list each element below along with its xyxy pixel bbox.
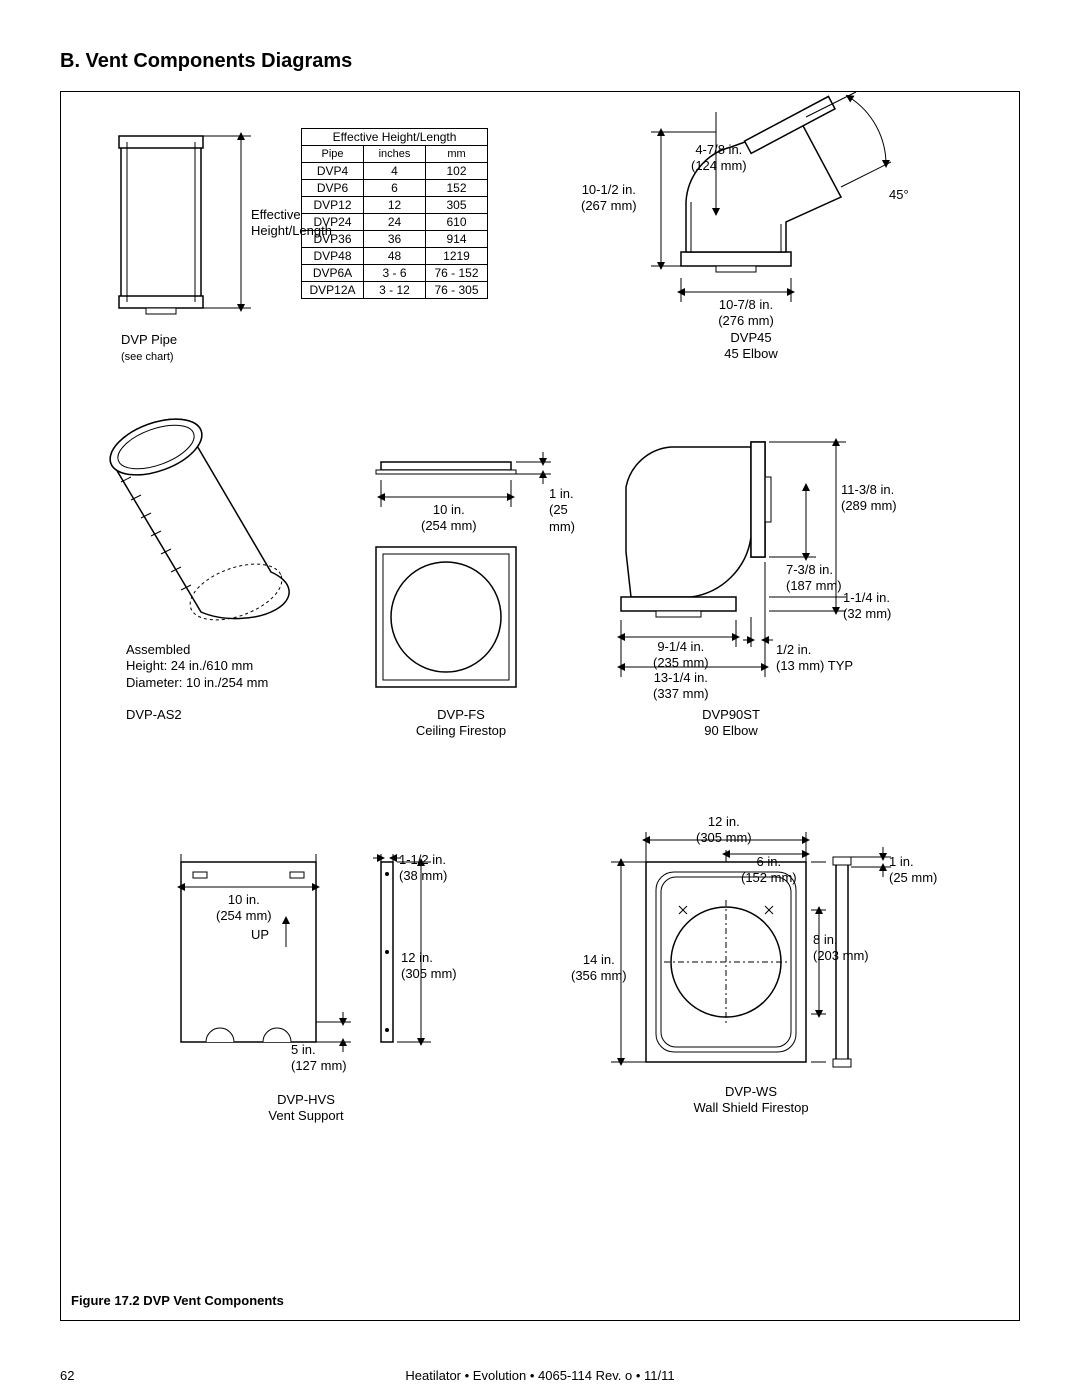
ws-title: DVP-WS bbox=[725, 1084, 777, 1099]
dvp90-h2: 7-3/8 in. (187 mm) bbox=[786, 562, 842, 595]
dvp-pipe-title: DVP Pipe bbox=[121, 332, 177, 347]
table-header: Effective Height/Length bbox=[302, 129, 488, 146]
section-title: B. Vent Components Diagrams bbox=[60, 50, 1020, 73]
footer-text: Heatilator • Evolution • 4065-114 Rev. o… bbox=[100, 1368, 980, 1383]
hvs-title: DVP-HVS bbox=[277, 1092, 335, 1107]
dvp-as2-line1: Assembled bbox=[126, 642, 190, 657]
dvp45-diagram: 10-1/2 in. (267 mm) 4-7/8 in. (124 mm) 4… bbox=[591, 102, 931, 337]
dvp-as2-diagram: Assembled Height: 24 in./610 mm Diameter… bbox=[91, 412, 291, 657]
dvp-fs-dim-d: 1 in. (25 mm) bbox=[549, 486, 575, 535]
hvs-up: UP bbox=[251, 927, 269, 943]
dvp45-subtitle: 45 Elbow bbox=[724, 346, 777, 361]
dvp-as2-title: DVP-AS2 bbox=[126, 707, 182, 722]
dvp-hvs-diagram: 10 in. (254 mm) UP 1-1/2 in. (38 mm) 12 … bbox=[151, 842, 471, 1127]
dvp90st-diagram: 11-3/8 in. (289 mm) 7-3/8 in. (187 mm) 1… bbox=[591, 432, 951, 737]
hvs-dim-cut: 5 in. (127 mm) bbox=[291, 1042, 347, 1075]
page-number: 62 bbox=[60, 1368, 100, 1383]
table-row: DVP66152 bbox=[302, 180, 488, 197]
dvp-pipe-subtitle: (see chart) bbox=[121, 351, 174, 363]
dvp-ws-diagram: 12 in. (305 mm) 6 in. (152 mm) 14 in. (3… bbox=[591, 812, 951, 1127]
dvp90-h1: 11-3/8 in. (289 mm) bbox=[841, 482, 897, 515]
table-row: DVP12A3 - 1276 - 305 bbox=[302, 282, 488, 299]
ws-subtitle: Wall Shield Firestop bbox=[693, 1100, 808, 1115]
page-footer: 62 Heatilator • Evolution • 4065-114 Rev… bbox=[60, 1368, 1020, 1383]
col-mm: mm bbox=[426, 146, 488, 163]
ws-dim-h: 14 in. (356 mm) bbox=[571, 952, 627, 985]
table-row: DVP48481219 bbox=[302, 248, 488, 265]
hvs-dim-d: 1-1/2 in. (38 mm) bbox=[399, 852, 447, 885]
dvp45-dim-h2: 4-7/8 in. (124 mm) bbox=[691, 142, 747, 175]
figure-caption: Figure 17.2 DVP Vent Components bbox=[71, 1293, 284, 1308]
dvp-fs-diagram: 10 in. (254 mm) 1 in. (25 mm) DVP-FS Cei… bbox=[351, 452, 571, 717]
diagram-frame: Effective Height/Length DVP Pipe (see ch… bbox=[60, 91, 1020, 1321]
dvp90-t1: 1-1/4 in. (32 mm) bbox=[843, 590, 891, 623]
pipe-table: Effective Height/Length Pipe inches mm D… bbox=[301, 128, 488, 299]
dvp45-dim-h1: 10-1/2 in. (267 mm) bbox=[581, 182, 637, 215]
dvp-fs-subtitle: Ceiling Firestop bbox=[416, 723, 506, 738]
dvp45-dim-w: 10-7/8 in. (276 mm) bbox=[706, 297, 786, 330]
dvp-fs-dim-w: 10 in. (254 mm) bbox=[421, 502, 477, 535]
table-row: DVP3636914 bbox=[302, 231, 488, 248]
hvs-dim-h: 12 in. (305 mm) bbox=[401, 950, 457, 983]
dvp-pipe-diagram: Effective Height/Length DVP Pipe (see ch… bbox=[101, 122, 281, 337]
dvp90-w1: 9-1/4 in. (235 mm) bbox=[653, 639, 709, 672]
col-inches: inches bbox=[364, 146, 426, 163]
ws-dim-d: 1 in. (25 mm) bbox=[889, 854, 937, 887]
table-row: DVP2424610 bbox=[302, 214, 488, 231]
ws-dim-w: 12 in. (305 mm) bbox=[696, 814, 752, 847]
ws-dim-w2: 6 in. (152 mm) bbox=[741, 854, 797, 887]
dvp-fs-title: DVP-FS bbox=[437, 707, 485, 722]
dvp45-title: DVP45 bbox=[730, 330, 771, 345]
dvp90-w2: 13-1/4 in. (337 mm) bbox=[653, 670, 709, 703]
dvp45-angle: 45° bbox=[889, 187, 909, 203]
hvs-subtitle: Vent Support bbox=[268, 1108, 343, 1123]
hvs-dim-w: 10 in. (254 mm) bbox=[216, 892, 272, 925]
table-row: DVP44102 bbox=[302, 163, 488, 180]
col-pipe: Pipe bbox=[302, 146, 364, 163]
ws-dim-h2: 8 in. (203 mm) bbox=[813, 932, 869, 965]
dvp90-t2: 1/2 in. (13 mm) TYP bbox=[776, 642, 853, 675]
dvp90-subtitle: 90 Elbow bbox=[704, 723, 757, 738]
dvp90-title: DVP90ST bbox=[702, 707, 760, 722]
table-row: DVP6A3 - 676 - 152 bbox=[302, 265, 488, 282]
table-row: DVP1212305 bbox=[302, 197, 488, 214]
dvp-as2-line2: Height: 24 in./610 mm bbox=[126, 658, 253, 673]
dvp-as2-line3: Diameter: 10 in./254 mm bbox=[126, 675, 268, 690]
